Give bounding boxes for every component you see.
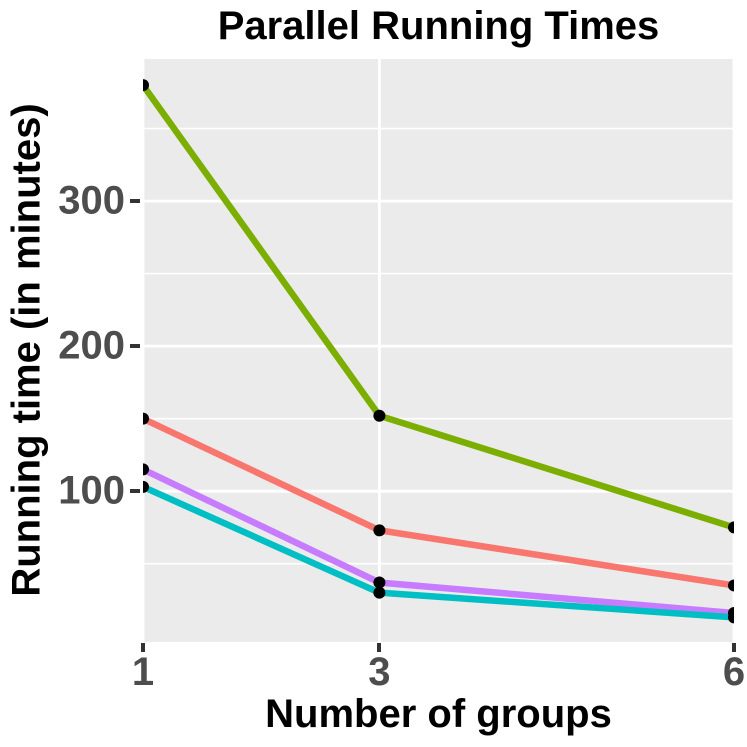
series-line-cyan-series (143, 483, 734, 621)
x-tick-label: 1 (131, 650, 155, 694)
y-tick-label: 100 (58, 468, 125, 513)
data-point-green-series (728, 521, 734, 534)
y-tick-label: 300 (58, 178, 125, 223)
x-tick-mark (732, 643, 736, 652)
data-point-cyan-series (143, 480, 149, 493)
y-axis-title: Running time (in minutes) (4, 103, 49, 597)
x-tick-label: 6 (722, 650, 746, 694)
data-point-green-series (143, 79, 149, 92)
y-tick-mark (130, 344, 140, 349)
y-tick-mark (130, 489, 140, 494)
x-tick-mark (377, 643, 382, 652)
series-group (143, 79, 734, 624)
data-point-cyan-series (373, 586, 386, 599)
data-point-green-series (373, 409, 386, 422)
plot-panel (143, 59, 734, 642)
y-tick-label: 200 (58, 323, 125, 368)
y-tick-mark (130, 199, 140, 204)
data-point-red-series (143, 412, 149, 425)
data-point-purple-series (373, 576, 386, 589)
x-axis-title: Number of groups (265, 692, 612, 736)
data-point-red-series (728, 579, 734, 592)
chart-title: Parallel Running Times (217, 4, 660, 48)
data-point-red-series (373, 524, 386, 537)
x-tick-mark (141, 643, 145, 652)
data-point-cyan-series (728, 611, 734, 624)
data-point-purple-series (143, 463, 149, 476)
x-tick-label: 3 (368, 650, 391, 694)
